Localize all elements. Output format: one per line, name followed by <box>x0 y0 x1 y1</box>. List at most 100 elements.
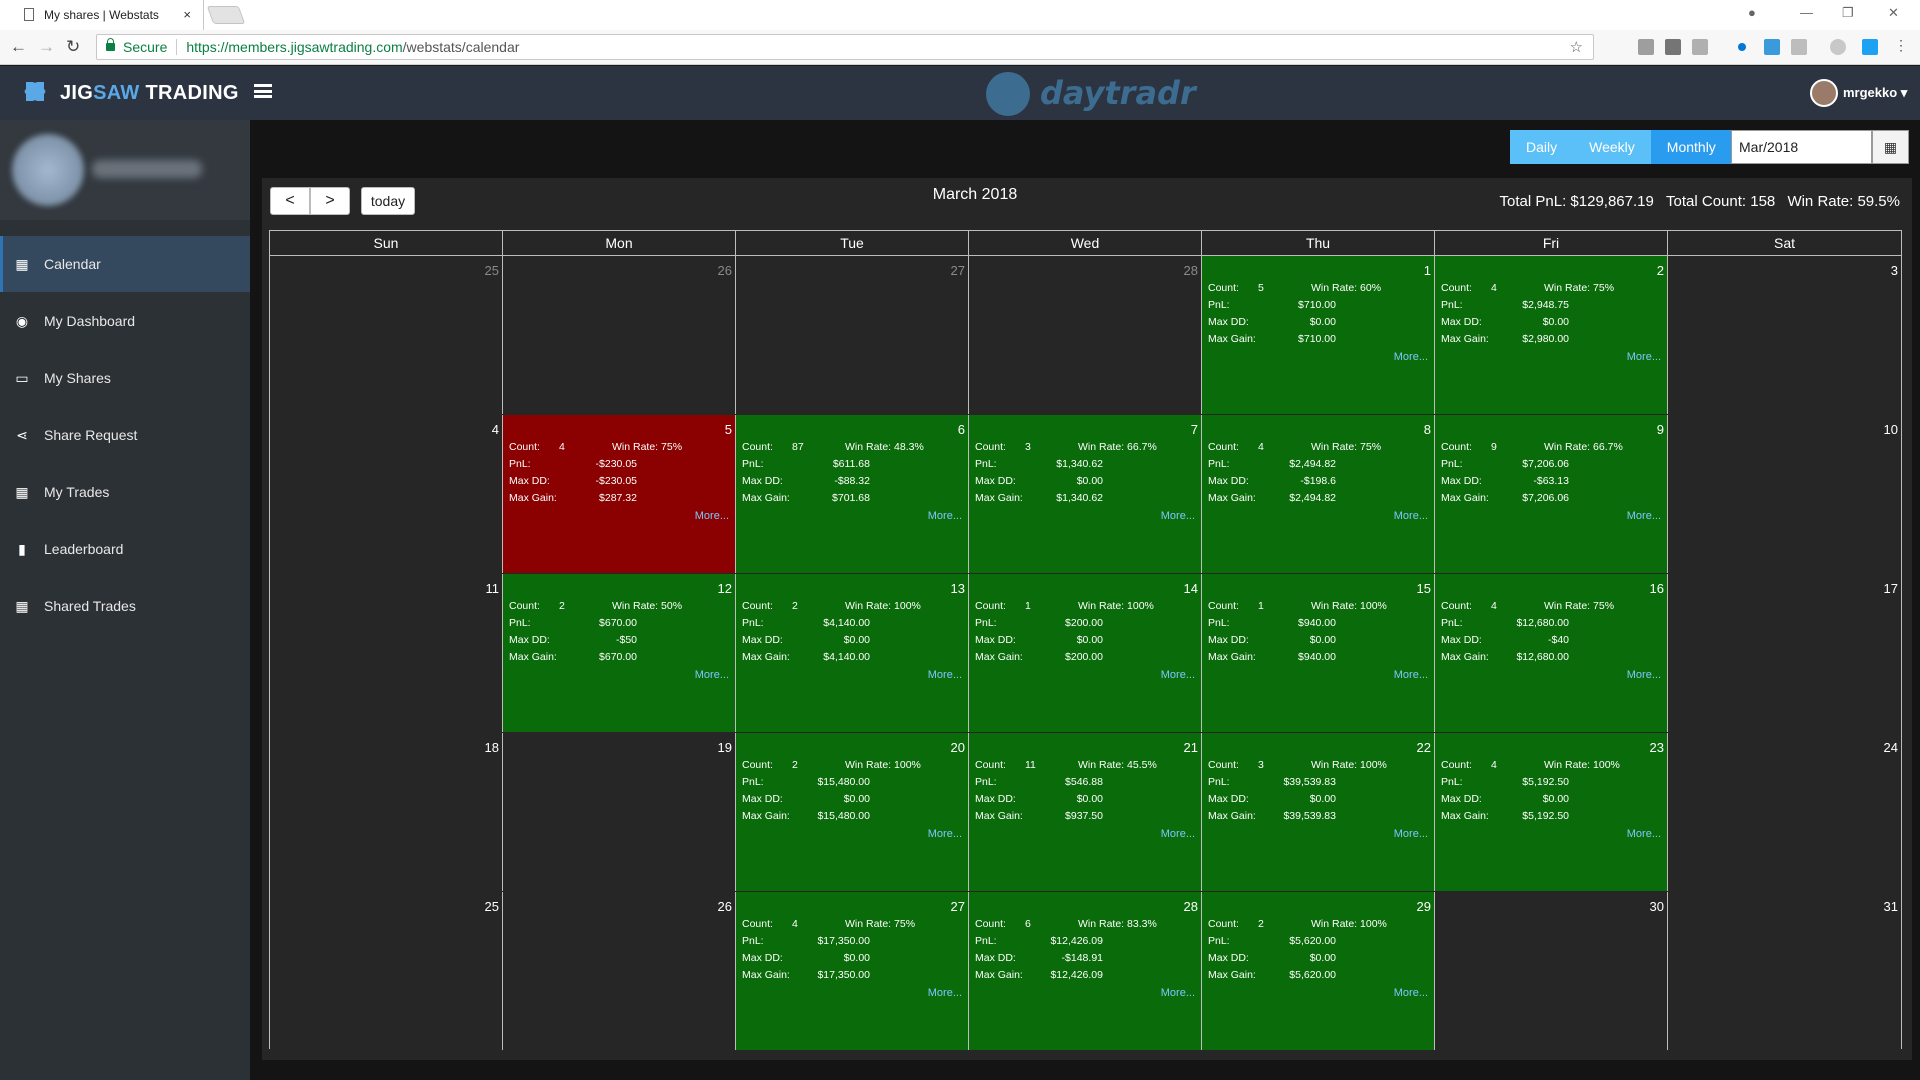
day-cell[interactable]: 10 <box>1668 415 1901 573</box>
more-link[interactable]: More... <box>1160 669 1195 681</box>
next-month-button[interactable]: > <box>310 187 350 215</box>
day-cell[interactable]: 3 <box>1668 256 1901 414</box>
more-link[interactable]: More... <box>1393 351 1428 363</box>
month-input[interactable]: Mar/2018 <box>1731 130 1872 164</box>
more-link[interactable]: More... <box>1626 351 1661 363</box>
extension-icon[interactable] <box>1862 39 1878 55</box>
day-cell[interactable]: 11 <box>270 574 503 732</box>
calendar-picker-icon[interactable]: ▦ <box>1872 130 1909 164</box>
day-cell[interactable]: 26 <box>503 892 736 1050</box>
day-cell[interactable]: 4 <box>270 415 503 573</box>
monthly-button[interactable]: Monthly <box>1650 130 1732 164</box>
day-cell[interactable]: 6 Count: 87 Win Rate: 48.3% PnL: $611.68 Max D… <box>736 415 969 573</box>
window-close-icon[interactable]: ✕ <box>1888 5 1899 20</box>
day-cell[interactable]: 31 <box>1668 892 1901 1050</box>
more-link[interactable]: More... <box>694 669 729 681</box>
day-cell[interactable]: 27 <box>736 256 969 414</box>
day-cell[interactable]: 7 Count: 3 Win Rate: 66.7% PnL: $1,340.62 Max … <box>969 415 1202 573</box>
menu-toggle-icon[interactable] <box>254 84 272 98</box>
day-cell[interactable]: 30 <box>1435 892 1668 1050</box>
day-cell[interactable]: 12 Count: 2 Win Rate: 50% PnL: $670.00 Max DD:… <box>503 574 736 732</box>
day-cell[interactable]: 24 <box>1668 733 1901 891</box>
day-cell[interactable]: 23 Count: 4 Win Rate: 100% PnL: $5,192.50 Max … <box>1435 733 1668 891</box>
more-link[interactable]: More... <box>927 669 962 681</box>
more-link[interactable]: More... <box>927 987 962 999</box>
day-cell[interactable]: 28 <box>969 256 1202 414</box>
day-cell[interactable]: 17 <box>1668 574 1901 732</box>
day-cell[interactable]: 25 <box>270 892 503 1050</box>
minimize-icon[interactable]: — <box>1800 5 1813 20</box>
extension-icon[interactable] <box>1665 39 1681 55</box>
day-cell[interactable]: 21 Count: 11 Win Rate: 45.5% PnL: $546.88 Max … <box>969 733 1202 891</box>
weekly-button[interactable]: Weekly <box>1573 130 1651 164</box>
more-link[interactable]: More... <box>1160 828 1195 840</box>
extension-icon[interactable] <box>1791 39 1807 55</box>
more-link[interactable]: More... <box>1626 669 1661 681</box>
day-cell[interactable]: 27 Count: 4 Win Rate: 75% PnL: $17,350.00 Max … <box>736 892 969 1050</box>
user-menu[interactable]: mrgekko ▾ <box>1843 85 1908 100</box>
day-cell[interactable]: 19 <box>503 733 736 891</box>
extension-icon[interactable] <box>1638 39 1654 55</box>
more-link[interactable]: More... <box>927 828 962 840</box>
calendar-week: 18 19 20 Count: 2 Win Rate: 100% PnL: $15,480.0… <box>270 733 1901 891</box>
brand-name[interactable]: JIGSAW TRADING <box>60 82 239 105</box>
day-cell[interactable]: 18 <box>270 733 503 891</box>
profile-picture <box>12 134 84 206</box>
max-gain-value: $670.00 <box>599 651 637 663</box>
max-dd-value: -$50 <box>615 634 637 646</box>
back-icon[interactable]: ← <box>10 37 27 56</box>
extension-icon[interactable] <box>1692 39 1708 55</box>
day-cell[interactable]: 8 Count: 4 Win Rate: 75% PnL: $2,494.82 Max DD… <box>1202 415 1435 573</box>
forward-icon[interactable]: → <box>38 37 55 56</box>
more-link[interactable]: More... <box>927 510 962 522</box>
bookmark-star-icon[interactable]: ☆ <box>1569 39 1583 56</box>
day-cell[interactable]: 5 Count: 4 Win Rate: 75% PnL: -$230.05 Max DD:… <box>503 415 736 573</box>
stats-row: Max Gain: $701.68 <box>742 490 962 507</box>
day-cell[interactable]: 15 Count: 1 Win Rate: 100% PnL: $940.00 Max DD… <box>1202 574 1435 732</box>
day-cell[interactable]: 13 Count: 2 Win Rate: 100% PnL: $4,140.00 Max … <box>736 574 969 732</box>
profile-icon[interactable]: ● <box>1748 5 1756 20</box>
more-link[interactable]: More... <box>1393 828 1428 840</box>
day-cell[interactable]: 20 Count: 2 Win Rate: 100% PnL: $15,480.00 Max… <box>736 733 969 891</box>
sidebar-item-my-dashboard[interactable]: ◉ My Dashboard <box>0 293 250 349</box>
new-tab-button[interactable] <box>206 6 246 24</box>
sidebar-item-share-request[interactable]: ⋖ Share Request <box>0 407 250 463</box>
browser-tab[interactable]: My shares | Webstats × <box>0 0 204 30</box>
day-cell[interactable]: 1 Count: 5 Win Rate: 60% PnL: $710.00 Max DD: $… <box>1202 256 1435 414</box>
sidebar-item-my-shares[interactable]: ▭ My Shares <box>0 350 250 406</box>
sidebar-item-my-trades[interactable]: ▦ My Trades <box>0 464 250 520</box>
daily-button[interactable]: Daily <box>1510 130 1574 164</box>
day-cell[interactable]: 22 Count: 3 Win Rate: 100% PnL: $39,539.83 Max… <box>1202 733 1435 891</box>
day-cell[interactable]: 16 Count: 4 Win Rate: 75% PnL: $12,680.00 Max … <box>1435 574 1668 732</box>
more-link[interactable]: More... <box>1160 510 1195 522</box>
today-button[interactable]: today <box>361 187 415 215</box>
sidebar-item-shared-trades[interactable]: ▦ Shared Trades <box>0 578 250 634</box>
extension-icon[interactable] <box>1830 39 1846 55</box>
more-link[interactable]: More... <box>1626 510 1661 522</box>
avatar[interactable] <box>1810 79 1838 107</box>
more-link[interactable]: More... <box>1393 987 1428 999</box>
sidebar-item-leaderboard[interactable]: ▮ Leaderboard <box>0 521 250 577</box>
sidebar-item-calendar[interactable]: ▦ Calendar <box>0 236 250 292</box>
day-cell[interactable]: 28 Count: 6 Win Rate: 83.3% PnL: $12,426.09 Ma… <box>969 892 1202 1050</box>
extension-icon[interactable] <box>1738 43 1746 51</box>
more-link[interactable]: More... <box>1393 510 1428 522</box>
day-cell[interactable]: 14 Count: 1 Win Rate: 100% PnL: $200.00 Max DD… <box>969 574 1202 732</box>
address-bar[interactable]: Secure https://members.jigsawtrading.com… <box>96 34 1594 60</box>
day-cell[interactable]: 26 <box>503 256 736 414</box>
count-value: 4 <box>1258 441 1264 453</box>
day-cell[interactable]: 2 Count: 4 Win Rate: 75% PnL: $2,948.75 Max DD… <box>1435 256 1668 414</box>
tab-close-icon[interactable]: × <box>183 7 191 22</box>
day-cell[interactable]: 9 Count: 9 Win Rate: 66.7% PnL: $7,206.06 Max … <box>1435 415 1668 573</box>
more-link[interactable]: More... <box>1160 987 1195 999</box>
day-cell[interactable]: 29 Count: 2 Win Rate: 100% PnL: $5,620.00 Max … <box>1202 892 1435 1050</box>
more-link[interactable]: More... <box>694 510 729 522</box>
more-link[interactable]: More... <box>1393 669 1428 681</box>
prev-month-button[interactable]: < <box>270 187 310 215</box>
menu-kebab-icon[interactable]: ⋮ <box>1894 37 1908 53</box>
day-cell[interactable]: 25 <box>270 256 503 414</box>
reload-icon[interactable]: ↻ <box>66 37 81 56</box>
extension-icon[interactable] <box>1764 39 1780 55</box>
restore-icon[interactable]: ❐ <box>1842 5 1854 20</box>
more-link[interactable]: More... <box>1626 828 1661 840</box>
